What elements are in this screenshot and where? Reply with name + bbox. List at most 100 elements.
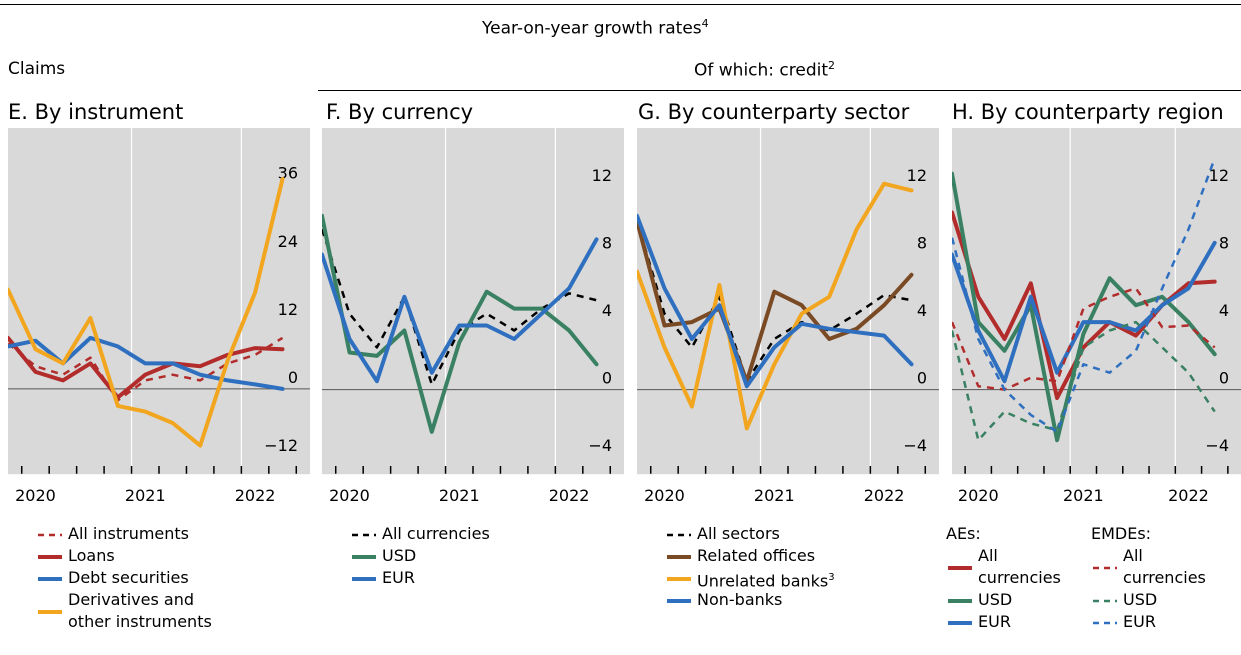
legend-swatch [948,621,972,625]
legend-group-header: AEs: [946,524,981,543]
y-tick-label: 0 [602,369,612,388]
plot-background [952,128,1241,474]
plot-background [8,128,310,474]
legend-label: All currencies [1123,546,1206,587]
x-tick-label: 2021 [439,486,480,505]
legend-label: USD [382,546,417,565]
legend-label: Derivatives and other instruments [68,590,212,631]
legend-label: Related offices [697,546,816,565]
y-tick-label: 0 [917,369,927,388]
legend-item: Related offices [665,545,835,567]
series-line-unrelated-banks [637,181,914,431]
top-rule-right [300,4,1241,5]
legend-h: AEs: EMDEs: All currencies All currencies US… [946,523,1231,633]
figure-heading: Year-on-year growth rates4 [482,17,709,39]
legend-item: Non-banks [665,589,835,611]
panel-title-e: E. By instrument [8,100,184,124]
chart-f: 12 8 4 0 −4 2020 2021 2022 [322,128,624,505]
legend-item: Loans [36,545,218,567]
credit-rule [318,90,1241,91]
y-tick-label: −12 [264,436,298,455]
series-line-debt-securities [8,335,285,391]
y-tick-label: 12 [592,166,612,185]
legend-item: All currencies [946,545,1091,589]
series-line-all-currencies [322,228,597,386]
legend-item: USD [1091,589,1231,611]
legend-item: All instruments [36,523,218,545]
y-tick-label: 8 [602,234,612,253]
series-line-emdes-all-currencies [952,287,1216,391]
legend-swatch [948,566,972,570]
legend-swatch [667,577,691,581]
legend-swatch [1093,566,1117,570]
legend-swatch [352,555,376,559]
plot-background [637,128,939,474]
legend-swatch [352,577,376,581]
y-tick-label: 12 [278,300,298,319]
y-tick-label: 24 [278,232,298,251]
legend-item: EUR [946,611,1091,633]
legend-g: All sectors Related offices Unrelated bank… [665,523,835,611]
y-tick-label: 0 [288,368,298,387]
legend-label: EUR [382,568,415,587]
section-label-credit-text: Of which: credit [694,60,829,81]
y-tick-label: 4 [1219,301,1229,320]
panel-title-h: H. By counterparty region [952,100,1224,124]
legend-swatch [38,610,62,614]
legend-label: Debt securities [68,568,189,587]
legend-swatch [667,599,691,603]
section-label-credit: Of which: credit2 [694,59,835,81]
x-tick-label: 2020 [15,486,56,505]
series-line-eur [322,237,599,384]
x-tick-label: 2020 [329,486,370,505]
plot-background [322,128,624,474]
legend-item: Debt securities [36,567,218,589]
y-tick-label: 8 [1219,234,1229,253]
legend-swatch [948,599,972,603]
legend-swatch [1093,621,1117,625]
legend-label: Loans [68,546,115,565]
x-tick-label: 2022 [235,486,276,505]
legend-item: Derivatives and other instruments [36,589,218,633]
legend-label: All instruments [68,524,190,543]
legend-item: All sectors [665,523,835,545]
x-tick-label: 2021 [1063,486,1104,505]
x-tick-label: 2021 [125,486,166,505]
figure-heading-sup: 4 [701,17,709,30]
series-line-loans [8,335,285,400]
legend-label: Non-banks [697,590,783,609]
legend-label: EUR [1123,612,1156,631]
y-tick-label: 0 [1219,369,1229,388]
legend-item: USD [946,589,1091,611]
x-tick-label: 2020 [644,486,685,505]
legend-swatch [352,533,376,537]
legend-label: All currencies [978,546,1061,587]
y-tick-label: 4 [602,301,612,320]
series-line-aes-eur [952,240,1217,384]
panel-title-f: F. By currency [326,100,474,124]
legend-item: All currencies [1091,545,1231,589]
legend-label: All currencies [382,524,490,543]
legend-label: Unrelated banks3 [697,571,835,591]
legend-swatch [1093,599,1117,603]
y-tick-label: −4 [588,436,612,455]
x-tick-label: 2022 [549,486,590,505]
panel-title-g: G. By counterparty sector [638,100,910,124]
figure-heading-text: Year-on-year growth rates [482,18,702,39]
series-line-derivatives-and-other-instruments [8,177,285,448]
x-tick-label: 2022 [1168,486,1209,505]
section-label-credit-sup: 2 [828,59,836,72]
legend-item: USD [350,545,490,567]
legend-item: All currencies [350,523,490,545]
chart-g: 12 8 4 0 −4 2020 2021 2022 [637,128,939,505]
legend-grid: AEs: EMDEs: All currencies All currencies US… [946,523,1231,633]
legend-e: All instruments Loans Debt securities Deriv… [36,523,218,633]
legend-swatch [667,533,691,537]
series-line-aes-usd [952,171,1217,443]
y-tick-label: 12 [1209,166,1229,185]
top-rule-left [0,4,300,5]
section-label-claims: Claims [8,59,66,79]
legend-swatch [667,555,691,559]
x-tick-label: 2020 [958,486,999,505]
